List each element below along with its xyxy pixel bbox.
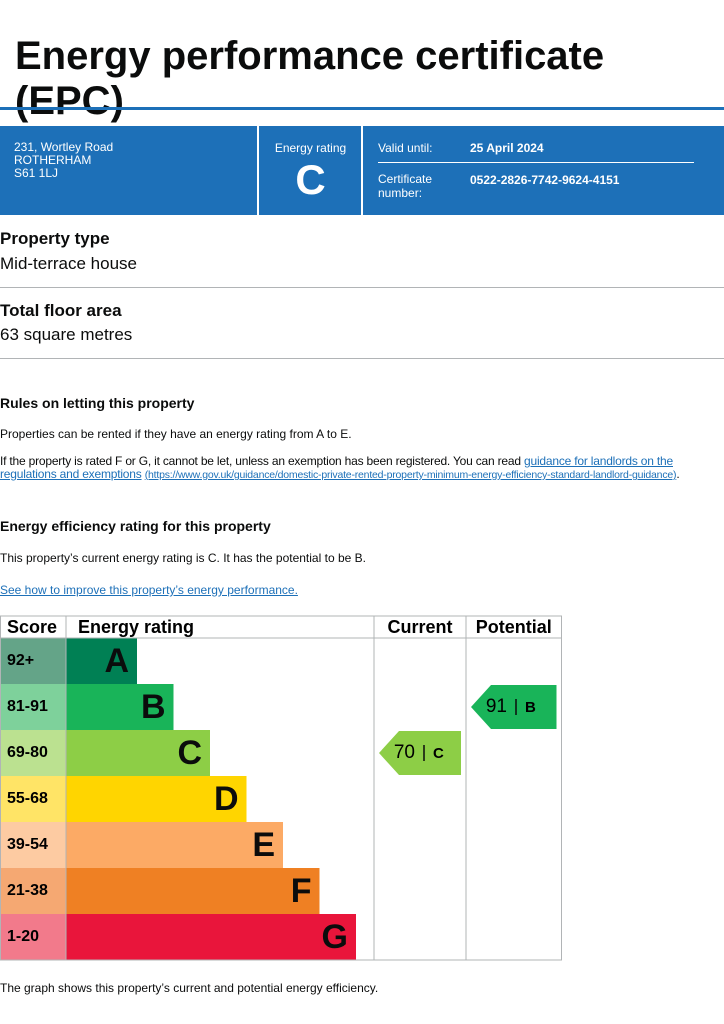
band-bar [66, 914, 356, 960]
score-cell [0, 914, 66, 960]
section-heading: Energy efficiency rating for this proper… [0, 518, 271, 534]
cert-label: Certificate number: [378, 172, 433, 200]
divider [378, 162, 694, 163]
address-line: 231, Wortley Road [14, 140, 114, 154]
potential-arrow [471, 685, 557, 729]
potential-letter: B [525, 699, 536, 716]
property-label: Property type [0, 229, 110, 248]
divider [361, 126, 363, 215]
score-label: 69-80 [7, 744, 48, 761]
paragraph: This property’s current energy rating is… [0, 551, 366, 565]
band-letter: A [104, 642, 129, 680]
address-line: S61 1LJ [14, 166, 59, 180]
band-bar [66, 776, 247, 822]
link[interactable]: guidance for landlords on the regulation… [0, 454, 673, 481]
footer-text: The graph shows this property’s current … [0, 981, 379, 995]
band-letter: E [252, 826, 275, 864]
band-bar [66, 684, 174, 730]
text: . [676, 467, 680, 481]
valid-label: Valid until: [378, 141, 433, 155]
score-label: 92+ [7, 652, 34, 669]
band-bar [66, 638, 137, 684]
band-letter: G [322, 918, 348, 956]
score-label: 55-68 [7, 790, 48, 807]
rule [0, 358, 724, 359]
property-value: 63 square metres [0, 325, 133, 344]
band-letter: D [214, 780, 239, 818]
property-label: Total floor area [0, 301, 122, 320]
section-heading: Rules on letting this property [0, 395, 195, 411]
rating-label: Energy rating [274, 141, 347, 155]
address: 231, Wortley Road ROTHERHAM S61 1LJ [14, 141, 113, 180]
summary-box: 231, Wortley Road ROTHERHAM S61 1LJ Ener… [0, 126, 724, 215]
column-header: Score [7, 617, 57, 637]
band-letter: C [177, 734, 202, 772]
cert-number: 0522-2826-7742-9624-4151 [470, 173, 620, 187]
band-bar [66, 730, 210, 776]
column-header: Potential [476, 617, 552, 637]
score-cell [0, 868, 66, 914]
title: Energy performance certificate (EPC) [15, 34, 605, 123]
divider [257, 126, 259, 215]
link-url[interactable]: (https://www.gov.uk/guidance/domestic-pr… [144, 469, 677, 481]
link[interactable]: See how to improve this property’s energ… [0, 583, 298, 597]
address-line: ROTHERHAM [14, 153, 92, 167]
score-cell [0, 776, 66, 822]
title-rule [0, 107, 724, 110]
score-cell [0, 822, 66, 868]
paragraph: If the property is rated F or G, it cann… [0, 455, 720, 482]
paragraph: Properties can be rented if they have an… [0, 427, 352, 441]
score-label: 21-38 [7, 882, 48, 899]
score-cell [0, 730, 66, 776]
score-label: 81-91 [7, 698, 48, 715]
column-header: Energy rating [78, 617, 194, 637]
rating-chart: 92+ A 81-91 B 69-80 C 55-68 D 39-54 E 21-38 F 1-20 G S… [0, 615, 562, 961]
score-label: 1-20 [7, 928, 39, 945]
rule [0, 287, 724, 288]
potential-score: 91 [486, 696, 507, 717]
current-arrow [379, 731, 461, 775]
rating: C [295, 156, 326, 203]
property-value: Mid-terrace house [0, 254, 138, 273]
table-border [0, 615, 562, 961]
valid-date: 25 April 2024 [470, 141, 544, 155]
score-cell [0, 684, 66, 730]
band-letter: F [291, 872, 312, 910]
current-letter: C [433, 745, 444, 762]
current-score: 70 [394, 742, 415, 763]
band-letter: B [141, 688, 166, 726]
column-header: Current [387, 617, 452, 637]
band-bar [66, 822, 283, 868]
score-cell [0, 638, 66, 684]
text: If the property is rated F or G, it cann… [0, 454, 524, 468]
score-label: 39-54 [7, 836, 48, 853]
band-bar [66, 868, 320, 914]
